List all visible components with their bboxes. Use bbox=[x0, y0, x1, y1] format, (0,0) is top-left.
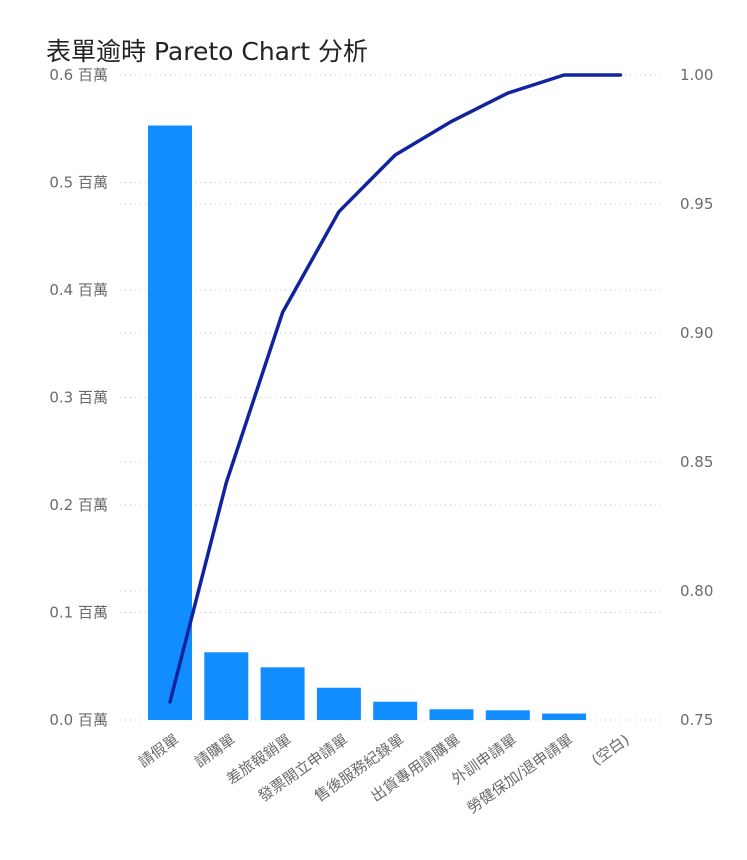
bar[interactable] bbox=[373, 701, 418, 720]
category-axis: 請假單 請購單差旅報銷單發票開立申請單售後服務紀錄單出貨專用請購單外訓申請單勞健保… bbox=[135, 731, 633, 817]
right-tick-label: 0.75 bbox=[680, 711, 713, 729]
left-tick-label: 0.2 百萬 bbox=[49, 496, 108, 514]
bar[interactable] bbox=[204, 652, 249, 720]
cumulative-line[interactable] bbox=[168, 73, 623, 704]
gridlines bbox=[120, 74, 662, 721]
bar[interactable] bbox=[260, 667, 305, 720]
cumulative-line-series bbox=[168, 73, 623, 704]
left-tick-label: 0.3 百萬 bbox=[49, 389, 108, 407]
left-axis: 0.0 百萬 0.1 百萬 0.2 百萬 0.3 百萬 0.4 百萬 0.5 百萬 0.6 … bbox=[49, 66, 108, 729]
right-tick-label: 0.80 bbox=[680, 582, 713, 600]
category-label: 請購單 bbox=[191, 731, 238, 772]
category-label: (空白) bbox=[588, 731, 632, 770]
left-tick-label: 0.6 百萬 bbox=[49, 66, 108, 84]
bar[interactable] bbox=[429, 709, 474, 720]
right-axis: 0.75 0.80 0.85 0.90 0.95 1.00 bbox=[680, 66, 713, 729]
right-tick-label: 0.95 bbox=[680, 195, 713, 213]
category-label: 請假單 bbox=[135, 731, 182, 772]
chart-title: 表單逾時 Pareto Chart 分析 bbox=[46, 37, 369, 66]
bar[interactable] bbox=[485, 710, 530, 720]
category-label: 勞健保加/退申請單 bbox=[464, 731, 577, 817]
bar[interactable] bbox=[542, 713, 587, 720]
left-tick-label: 0.0 百萬 bbox=[49, 711, 108, 729]
left-tick-label: 0.1 百萬 bbox=[49, 604, 108, 622]
left-tick-label: 0.4 百萬 bbox=[49, 281, 108, 299]
right-tick-label: 1.00 bbox=[680, 66, 713, 84]
bar-series bbox=[148, 125, 587, 720]
right-tick-label: 0.90 bbox=[680, 324, 713, 342]
bar[interactable] bbox=[148, 125, 192, 720]
bar[interactable] bbox=[316, 687, 361, 720]
left-tick-label: 0.5 百萬 bbox=[49, 174, 108, 192]
right-tick-label: 0.85 bbox=[680, 453, 713, 471]
